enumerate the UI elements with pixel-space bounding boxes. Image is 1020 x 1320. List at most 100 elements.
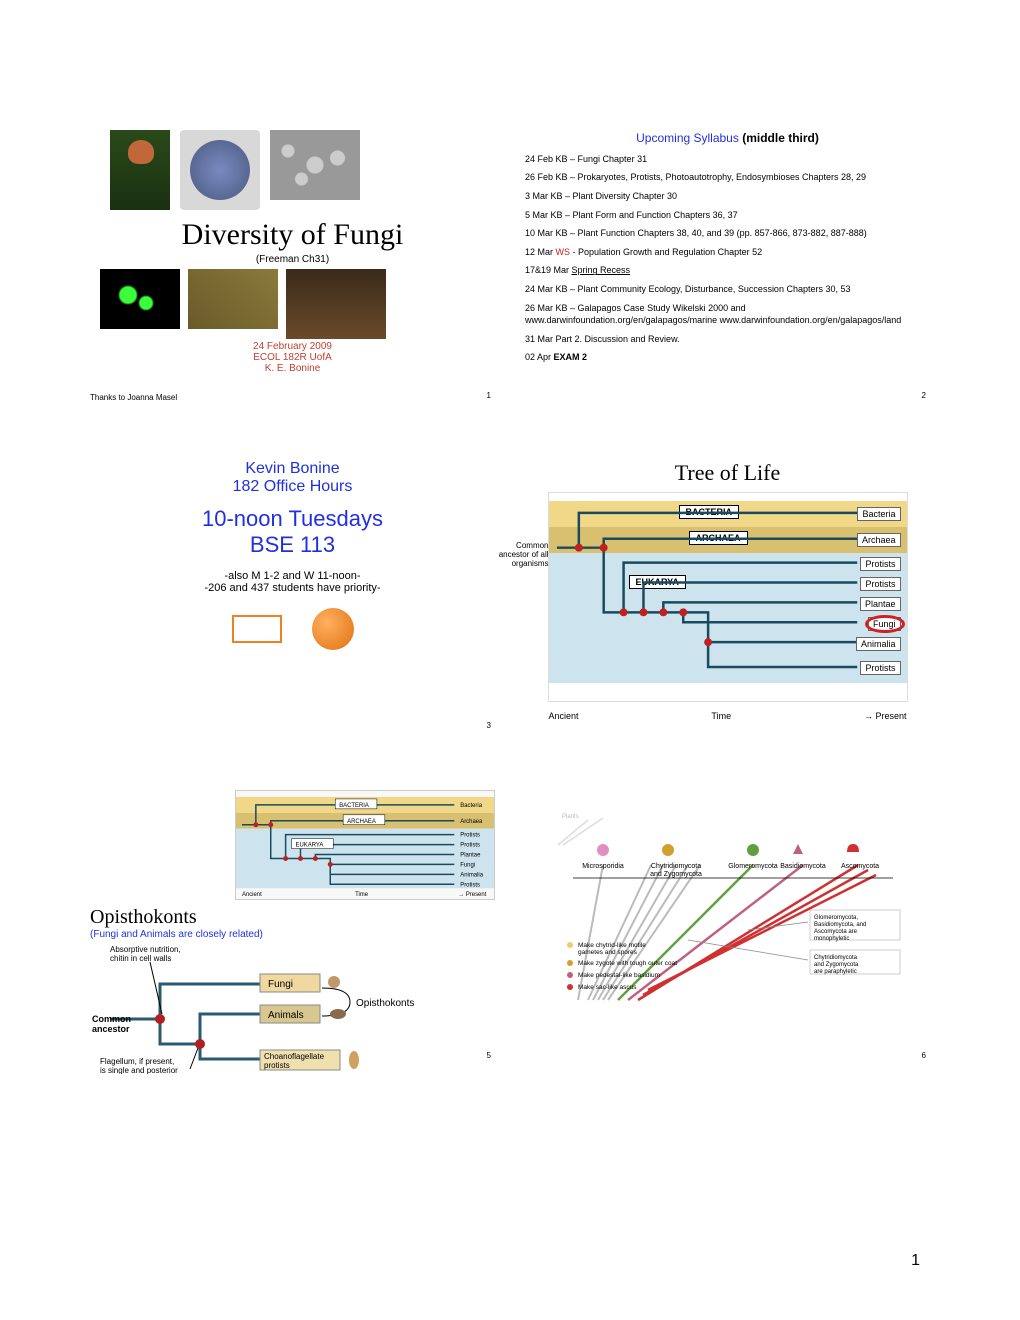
opisthokonts-subtitle: (Fungi and Animals are closely related) — [90, 929, 495, 940]
fungi-phylogeny-diagram: Microsporidia Chytridiomycota and Zygomy… — [548, 810, 908, 1010]
syllabus-exam: 02 Apr EXAM 2 — [525, 351, 930, 364]
slide1-number: 1 — [487, 391, 491, 400]
svg-text:Archaea: Archaea — [460, 819, 483, 825]
svg-text:Fungi: Fungi — [268, 979, 293, 990]
svg-text:Chytridiomycota: Chytridiomycota — [650, 863, 700, 870]
tip-plantae: Plantae — [860, 597, 901, 611]
svg-text:BACTERIA: BACTERIA — [339, 803, 369, 809]
svg-text:chitin in cell walls: chitin in cell walls — [110, 954, 171, 963]
slide-3: Kevin Bonine 182 Office Hours 10-noon Tu… — [90, 460, 495, 750]
slide1-author: K. E. Bonine — [90, 363, 495, 374]
ancestor-label: Common ancestor of all organisms — [499, 541, 549, 568]
svg-text:Make pedestal-like basidium: Make pedestal-like basidium — [578, 972, 660, 979]
slide1-subtitle: (Freeman Ch31) — [90, 254, 495, 265]
slide2-number: 2 — [922, 391, 926, 400]
syllabus-heading-rest: (middle third) — [739, 131, 819, 145]
svg-text:is single and posterior: is single and posterior — [100, 1066, 178, 1074]
tip-animalia: Animalia — [856, 637, 901, 651]
svg-text:Plantae: Plantae — [460, 852, 481, 858]
slide-5: BACTERIA ARCHAEA EUKARYA Bacteria Archaea… — [90, 790, 495, 1080]
slide1-top-images — [110, 130, 495, 210]
fungi-highlight-circle — [865, 615, 905, 633]
svg-text:protists: protists — [264, 1061, 290, 1070]
svg-text:ancestor: ancestor — [92, 1024, 130, 1034]
slide3-number: 3 — [487, 721, 491, 730]
slide-6: Microsporidia Chytridiomycota and Zygomy… — [525, 790, 930, 1080]
svg-text:Microsporidia: Microsporidia — [582, 863, 624, 870]
office-hours-room: BSE 113 — [90, 532, 495, 558]
syllabus-line-4: 5 Mar KB – Plant Form and Function Chapt… — [525, 209, 930, 222]
svg-text:→ Present: → Present — [458, 892, 486, 898]
opisthokont-diagram: Fungi Animals Choanoflagellate protists … — [90, 944, 430, 1074]
svg-text:and Zygomycota: and Zygomycota — [814, 962, 859, 968]
tip-bacteria: Bacteria — [857, 507, 900, 521]
svg-text:Make sac-like ascus: Make sac-like ascus — [578, 984, 637, 991]
slide1-thanks: Thanks to Joanna Masel — [90, 393, 177, 402]
orange-rectangle — [232, 615, 282, 643]
syllabus-line-6: 10 Mar KB – Plant Function Chapters 38, … — [525, 227, 930, 240]
svg-text:Ancient: Ancient — [242, 892, 262, 898]
fluorescent-fungi-photo — [100, 269, 180, 329]
svg-text:Fungi: Fungi — [460, 862, 475, 868]
svg-text:Plants: Plants — [562, 814, 579, 820]
slide6-number: 6 — [922, 1051, 926, 1060]
syllabus-line-1: 26 Feb KB – Prokaryotes, Protists, Photo… — [525, 171, 930, 184]
svg-text:are paraphyletic: are paraphyletic — [814, 969, 857, 975]
slide1-date: 24 February 2009 — [90, 341, 495, 352]
svg-text:Flagellum, if present,: Flagellum, if present, — [100, 1057, 174, 1066]
slide1-title: Diversity of Fungi — [90, 218, 495, 252]
instructor-name: Kevin Bonine — [90, 460, 495, 478]
svg-text:Ascomycota are: Ascomycota are — [814, 929, 858, 935]
tip-protists-2: Protists — [860, 577, 900, 591]
svg-text:Opisthokonts: Opisthokonts — [356, 998, 414, 1009]
svg-text:Chytridiomycota: Chytridiomycota — [814, 955, 858, 961]
svg-text:and Zygomycota: and Zygomycota — [650, 871, 702, 878]
slide-4: Tree of Life Common ancestor of all orga… — [525, 460, 930, 750]
syllabus-recess: 17&19 Mar Spring Recess — [525, 264, 930, 277]
slide5-number: 5 — [487, 1051, 491, 1060]
syllabus-line2-1: 26 Mar KB – Galapagos Case Study Wikelsk… — [525, 302, 930, 327]
syllabus-line-3: 3 Mar KB – Plant Diversity Chapter 30 — [525, 190, 930, 203]
svg-text:Ascomycota: Ascomycota — [840, 863, 878, 870]
orange-fruit-icon — [312, 608, 354, 650]
sem-spores-photo — [270, 130, 360, 200]
svg-text:Absorptive nutrition,: Absorptive nutrition, — [110, 945, 181, 954]
svg-text:Animals: Animals — [268, 1010, 304, 1021]
syllabus-line-0: 24 Feb KB – Fungi Chapter 31 — [525, 153, 930, 166]
mushroom-photo — [110, 130, 170, 210]
page-number: 1 — [911, 1252, 920, 1270]
axis-present: → Present — [864, 711, 907, 721]
svg-text:ARCHAEA: ARCHAEA — [347, 819, 376, 825]
tree-of-life-diagram: Common ancestor of all organisms BACTERI… — [548, 492, 908, 702]
svg-text:Common: Common — [92, 1014, 131, 1024]
syllabus-line2-0: 24 Mar KB – Plant Community Ecology, Dis… — [525, 283, 930, 296]
svg-text:Time: Time — [355, 892, 369, 898]
tip-archaea: Archaea — [857, 533, 901, 547]
tip-protists-3: Protists — [860, 661, 900, 675]
office-hours-note2: -206 and 437 students have priority- — [90, 582, 495, 594]
svg-text:Bacteria: Bacteria — [460, 803, 482, 809]
svg-text:Protists: Protists — [460, 833, 480, 839]
opisthokonts-title: Opisthokonts — [90, 906, 495, 929]
svg-text:gametes and spores: gametes and spores — [578, 949, 638, 956]
axis-time: Time — [711, 711, 731, 721]
office-hours-label: 182 Office Hours — [90, 478, 495, 496]
small-tree-inset: BACTERIA ARCHAEA EUKARYA Bacteria Archaea… — [235, 790, 495, 900]
slide-1: Diversity of Fungi (Freeman Ch31) 24 Feb… — [90, 130, 495, 420]
svg-text:monophyletic: monophyletic — [814, 936, 849, 942]
tree-svg — [549, 493, 907, 702]
syllabus-line2-3: 31 Mar Part 2. Discussion and Review. — [525, 333, 930, 346]
svg-text:Glomeromycota,: Glomeromycota, — [814, 915, 858, 921]
svg-text:Animalia: Animalia — [460, 872, 483, 878]
svg-text:Basidiomycota: Basidiomycota — [780, 863, 826, 870]
svg-text:EUKARYA: EUKARYA — [296, 843, 324, 849]
svg-text:Choanoflagellate: Choanoflagellate — [264, 1052, 325, 1061]
axis-ancient: Ancient — [549, 711, 579, 721]
svg-text:Protists: Protists — [460, 882, 480, 888]
slide1-bottom-images — [100, 269, 495, 339]
svg-text:Make chytrid-like motile: Make chytrid-like motile — [578, 942, 646, 949]
syllabus-ws-line: 12 Mar WS - Population Growth and Regula… — [525, 246, 930, 259]
svg-text:Glomeromycota: Glomeromycota — [728, 863, 778, 870]
tree-of-life-title: Tree of Life — [525, 460, 930, 486]
svg-text:Basidiomycota, and: Basidiomycota, and — [814, 922, 866, 928]
